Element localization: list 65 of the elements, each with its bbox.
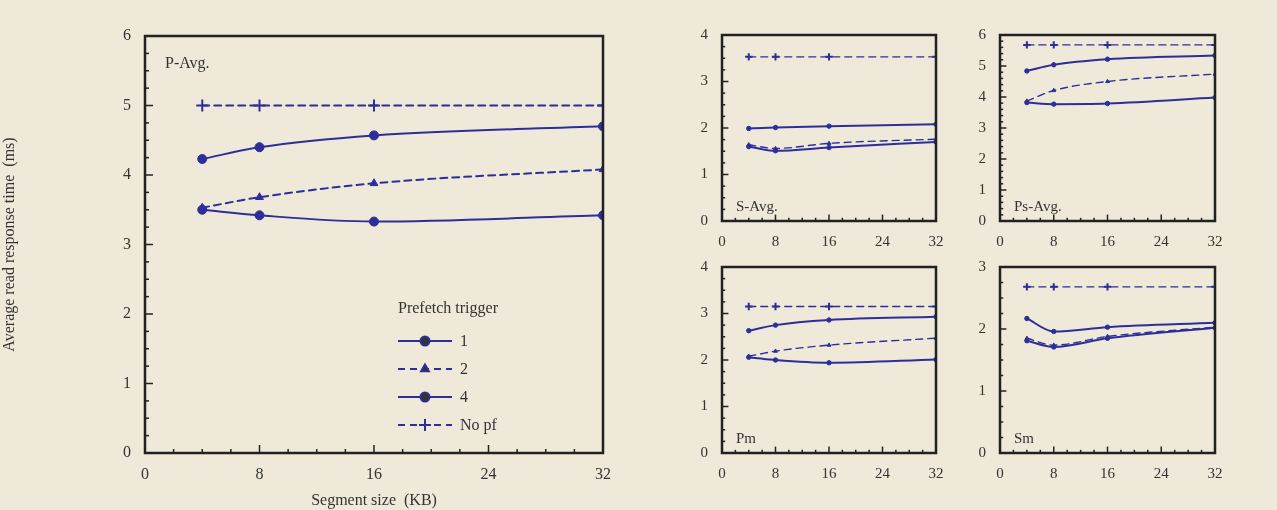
- x-tick-label: 0: [996, 232, 1004, 249]
- y-tick-label: 0: [123, 443, 131, 461]
- x-tick-label: 0: [718, 464, 726, 481]
- x-tick-label: 8: [1050, 232, 1058, 249]
- y-tick-label: 2: [700, 118, 708, 135]
- annotation: Pm: [736, 430, 757, 446]
- y-tick-label: 0: [978, 211, 986, 228]
- x-tick-label: 32: [1207, 464, 1223, 481]
- y-tick-label: 6: [978, 25, 987, 42]
- y-tick-label: 0: [978, 443, 986, 460]
- y-tick-label: 1: [978, 381, 986, 398]
- y-tick-label: 1: [700, 397, 708, 414]
- y-tick-label: 3: [700, 72, 708, 89]
- annotation: S-Avg.: [736, 198, 778, 214]
- x-tick-label: 8: [255, 464, 264, 482]
- y-tick-label: 3: [700, 304, 708, 321]
- x-tick-label: 24: [1153, 232, 1170, 249]
- x-tick-label: 32: [595, 464, 611, 482]
- annotation: P-Avg.: [165, 54, 210, 72]
- y-tick-label: 1: [700, 165, 708, 182]
- y-tick-label: 3: [978, 257, 986, 274]
- y-tick-label: 5: [123, 95, 131, 113]
- x-tick-label: 24: [875, 464, 891, 481]
- y-axis-title: Average read response time (ms): [0, 137, 18, 352]
- y-tick-label: 5: [978, 56, 986, 73]
- y-tick-label: 1: [123, 373, 131, 391]
- y-tick-label: 0: [700, 443, 708, 460]
- y-tick-label: 2: [978, 149, 986, 166]
- x-tick-label: 8: [1050, 464, 1058, 481]
- y-tick-label: 6: [123, 26, 131, 44]
- x-tick-label: 0: [141, 464, 149, 482]
- y-tick-label: 2: [978, 319, 986, 336]
- x-tick-label: 24: [875, 232, 891, 249]
- annotation: Sm: [1014, 430, 1035, 446]
- x-tick-label: 8: [771, 464, 780, 481]
- x-tick-label: 16: [1100, 232, 1116, 249]
- x-tick-label: 0: [718, 232, 726, 249]
- x-tick-label: 8: [771, 232, 780, 249]
- y-tick-label: 2: [123, 304, 131, 322]
- x-tick-label: 32: [928, 232, 944, 249]
- legend-label: 1: [460, 332, 468, 350]
- y-tick-label: 1: [978, 180, 986, 197]
- legend-title: Prefetch trigger: [398, 299, 499, 318]
- y-tick-label: 3: [978, 118, 986, 135]
- y-tick-label: 2: [700, 350, 708, 367]
- y-tick-label: 4: [123, 165, 131, 183]
- y-tick-label: 0: [700, 211, 708, 228]
- y-tick-label: 4: [700, 257, 709, 274]
- y-tick-label: 4: [978, 87, 987, 104]
- annotation: Ps-Avg.: [1014, 198, 1062, 214]
- x-axis-title: Segment size (KB): [311, 490, 437, 509]
- y-tick-label: 4: [700, 25, 709, 42]
- legend-label: No pf: [460, 416, 498, 435]
- y-tick-label: 3: [123, 234, 131, 252]
- legend-label: 2: [460, 360, 468, 378]
- x-tick-label: 16: [366, 464, 382, 482]
- x-tick-label: 24: [480, 464, 497, 482]
- x-tick-label: 0: [996, 464, 1004, 481]
- x-tick-label: 24: [1153, 464, 1170, 481]
- x-tick-label: 16: [1100, 464, 1116, 481]
- x-tick-label: 16: [821, 232, 837, 249]
- x-tick-label: 16: [821, 464, 837, 481]
- legend-label: 4: [460, 388, 468, 406]
- x-tick-label: 32: [1207, 232, 1223, 249]
- x-tick-label: 32: [928, 464, 944, 481]
